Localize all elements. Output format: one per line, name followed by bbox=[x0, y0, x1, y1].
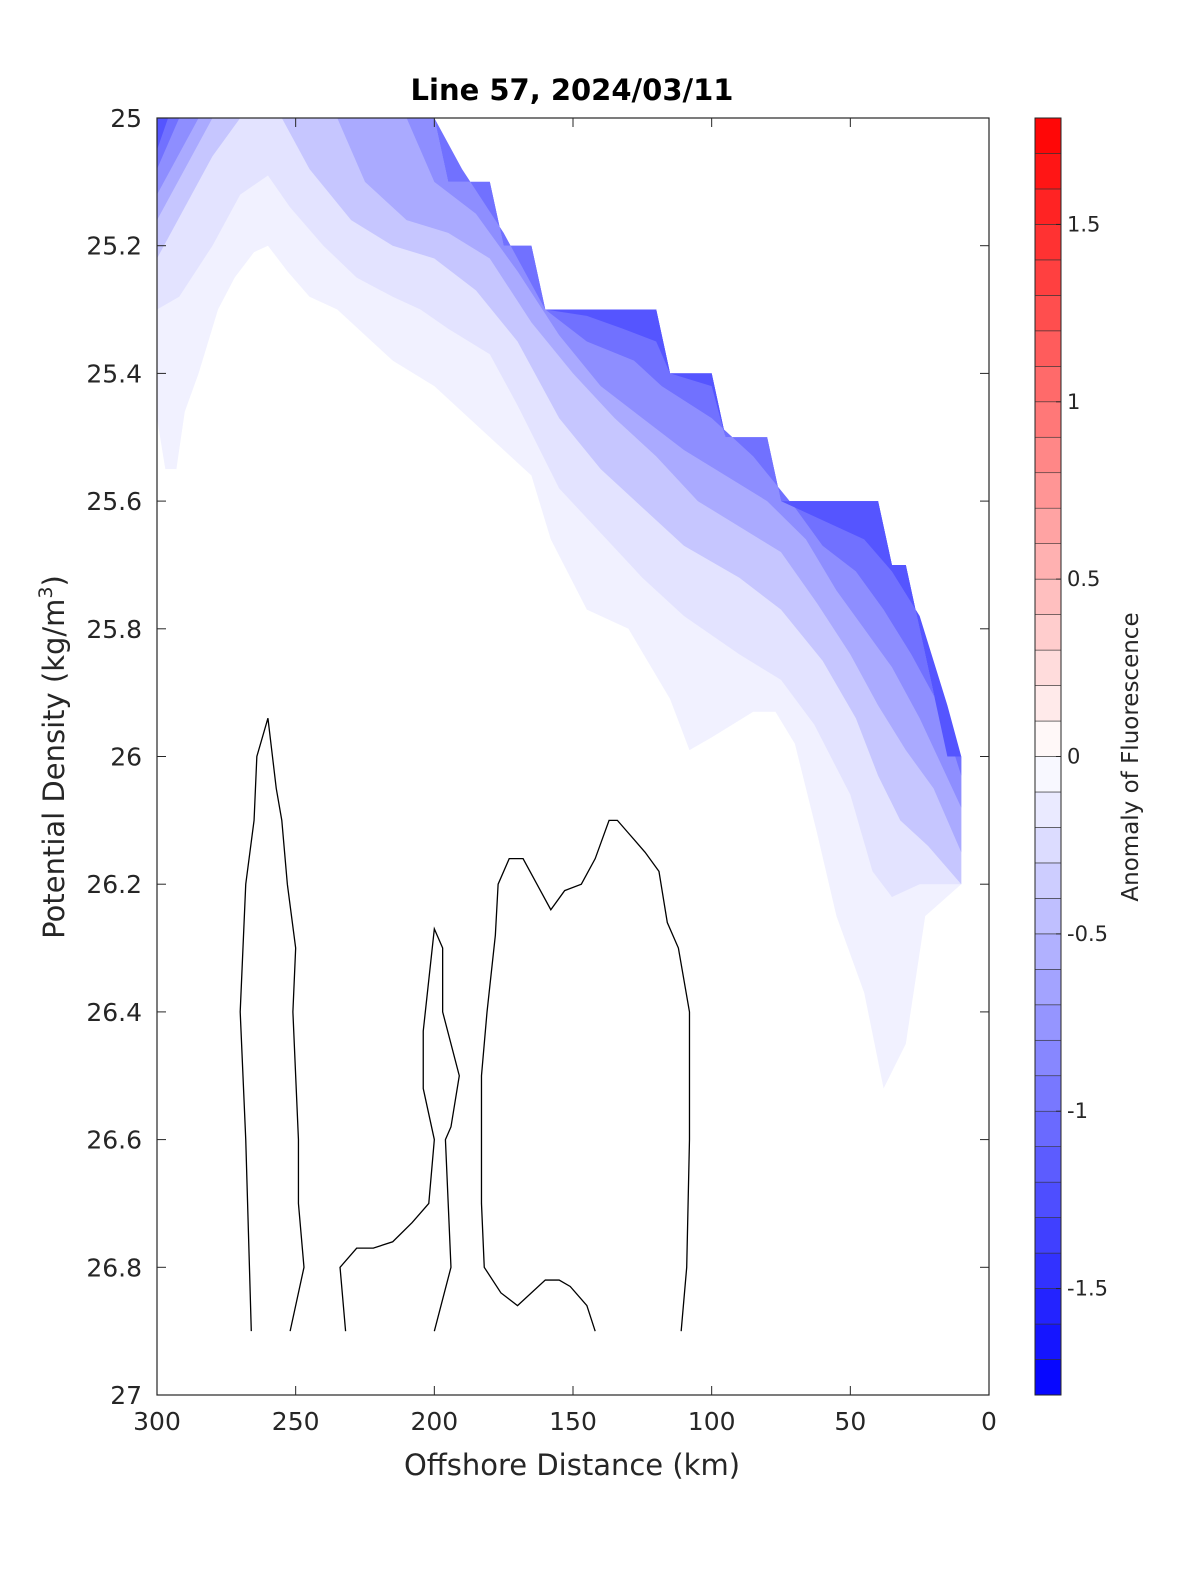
colorbar-band bbox=[1034, 578, 1062, 615]
colorbar-tick-label: 0.5 bbox=[1067, 567, 1100, 591]
y-tick-label: 27 bbox=[110, 1381, 142, 1410]
colorbar-band bbox=[1034, 224, 1062, 261]
colorbar-tick-label: 1 bbox=[1067, 390, 1080, 414]
colorbar-band bbox=[1034, 259, 1062, 296]
x-tick-label: 50 bbox=[834, 1407, 866, 1436]
colorbar-band bbox=[1034, 827, 1062, 864]
colorbar-tick-label: -1.5 bbox=[1067, 1277, 1108, 1301]
colorbar-band bbox=[1034, 1039, 1062, 1077]
colorbar-band bbox=[1034, 1217, 1062, 1254]
y-tick-label: 26.4 bbox=[86, 998, 142, 1027]
colorbar-tick-label: -0.5 bbox=[1067, 922, 1108, 946]
x-axis-label: Offshore Distance (km) bbox=[404, 1448, 740, 1482]
colorbar-band bbox=[1034, 1004, 1062, 1041]
colorbar-band bbox=[1034, 1075, 1062, 1112]
y-tick-label: 25 bbox=[110, 104, 142, 133]
colorbar-band bbox=[1034, 472, 1062, 509]
colorbar-tick-label: 1.5 bbox=[1067, 212, 1100, 236]
x-tick-label: 150 bbox=[549, 1407, 597, 1436]
colorbar-band bbox=[1034, 401, 1062, 438]
colorbar-band bbox=[1034, 756, 1062, 793]
y-tick-label: 25.4 bbox=[86, 359, 142, 388]
colorbar-band bbox=[1034, 791, 1062, 828]
x-tick-label: 200 bbox=[410, 1407, 458, 1436]
colorbar-band bbox=[1034, 543, 1062, 580]
colorbar-band bbox=[1034, 1359, 1062, 1396]
colorbar bbox=[1034, 117, 1062, 1396]
colorbar-band bbox=[1034, 933, 1062, 970]
y-tick-label: 26 bbox=[110, 743, 142, 772]
x-tick-label: 250 bbox=[272, 1407, 320, 1436]
x-tick-label: 0 bbox=[981, 1407, 997, 1436]
colorbar-band bbox=[1034, 330, 1062, 367]
y-axis-label-main: Potential Density (kg/m bbox=[37, 599, 71, 939]
zero-contour-line-2 bbox=[339, 926, 460, 1332]
colorbar-band bbox=[1034, 1181, 1062, 1218]
zero-contour-layer bbox=[239, 718, 691, 1332]
colorbar-band bbox=[1034, 295, 1062, 332]
y-axis-label-close: ) bbox=[37, 575, 71, 586]
zero-contour-line-1 bbox=[239, 718, 305, 1332]
x-tick-label: 100 bbox=[688, 1407, 736, 1436]
contour-fill-level-7 bbox=[157, 118, 962, 885]
colorbar-band bbox=[1034, 436, 1062, 474]
x-axis: 300 250 200 150 100 50 0 bbox=[133, 118, 997, 1436]
colorbar-band bbox=[1034, 366, 1062, 403]
colorbar-band bbox=[1034, 117, 1062, 154]
colorbar-band bbox=[1034, 1288, 1062, 1325]
zero-contour-line-3 bbox=[480, 819, 691, 1332]
y-tick-label: 26.6 bbox=[86, 1126, 142, 1155]
y-axis: 25 25.2 25.4 25.6 25.8 26 26.2 26.4 26.6 26.8 27 bbox=[86, 104, 989, 1410]
colorbar-band bbox=[1034, 1110, 1062, 1147]
y-tick-label: 25.8 bbox=[86, 615, 142, 644]
colorbar-tick-label: -1 bbox=[1067, 1099, 1088, 1123]
contour-fill-layer bbox=[157, 118, 962, 1089]
colorbar-band bbox=[1034, 153, 1062, 190]
x-tick-label: 300 bbox=[133, 1407, 181, 1436]
colorbar-band bbox=[1034, 188, 1062, 225]
colorbar-band bbox=[1034, 898, 1062, 935]
colorbar-tick-label: 0 bbox=[1067, 745, 1080, 769]
chart-title: Line 57, 2024/03/11 bbox=[411, 73, 734, 107]
y-axis-label: Potential Density (kg/m3) bbox=[35, 575, 71, 939]
colorbar-band bbox=[1034, 1323, 1062, 1360]
colorbar-band bbox=[1034, 1252, 1062, 1289]
colorbar-band bbox=[1034, 1146, 1062, 1183]
colorbar-band bbox=[1034, 614, 1062, 651]
colorbar-band bbox=[1034, 507, 1062, 544]
colorbar-label: Anomaly of Fluorescence bbox=[1118, 612, 1144, 901]
y-tick-label: 25.2 bbox=[86, 232, 142, 261]
colorbar-band bbox=[1034, 862, 1062, 899]
y-tick-label: 26.2 bbox=[86, 870, 142, 899]
colorbar-ticks: -1.5 -1 -0.5 0 0.5 1 1.5 bbox=[1056, 212, 1108, 1301]
colorbar-band bbox=[1034, 649, 1062, 686]
y-tick-label: 26.8 bbox=[86, 1253, 142, 1282]
colorbar-band bbox=[1034, 685, 1062, 722]
colorbar-band bbox=[1034, 720, 1062, 757]
colorbar-band bbox=[1034, 969, 1062, 1006]
y-axis-label-superscript: 3 bbox=[35, 586, 57, 598]
y-tick-label: 25.6 bbox=[86, 487, 142, 516]
